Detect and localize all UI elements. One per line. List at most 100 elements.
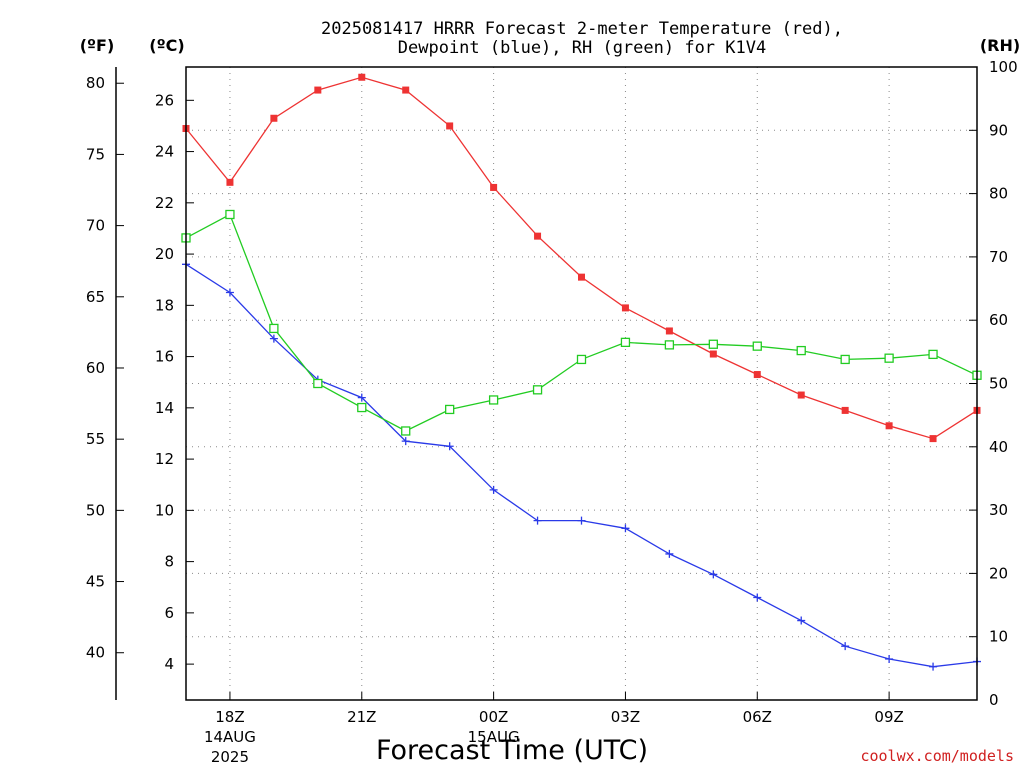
time-tick-label: 06Z [743, 708, 772, 726]
temperature-point [226, 178, 234, 186]
rh-point [225, 209, 235, 220]
dewpoint-point [621, 524, 630, 533]
dewpoint-line [185, 263, 978, 668]
time-tick-label: 03Z [611, 708, 640, 726]
rh-tick-label: 90 [989, 121, 1008, 139]
fahrenheit-tick-label: 60 [86, 359, 105, 377]
chart-title: 2025081417 HRRR Forecast 2-meter Tempera… [321, 19, 843, 58]
dewpoint-point [929, 662, 938, 671]
celsius-tick-label: 16 [155, 348, 174, 366]
rh-point [884, 353, 894, 363]
rh-point [796, 345, 806, 356]
dewpoint-point [709, 570, 718, 579]
fahrenheit-tick-label: 50 [86, 501, 105, 519]
rh-point [401, 426, 411, 436]
celsius-tick-label: 22 [155, 194, 174, 212]
temperature-point [797, 391, 805, 399]
rh-point [576, 354, 587, 365]
time-tick-label: 15AUG [468, 728, 520, 746]
dewpoint-point [357, 393, 366, 402]
temperature-point [929, 435, 937, 443]
title-line-1: 2025081417 HRRR Forecast 2-meter Tempera… [321, 19, 843, 39]
fahrenheit-unit-label: (ºF) [80, 36, 115, 55]
dewpoint-point [577, 516, 586, 525]
celsius-tick-label: 4 [164, 655, 174, 673]
temperature-point [402, 86, 410, 94]
rh-tick-label: 60 [989, 311, 1008, 329]
celsius-tick-label: 12 [155, 450, 174, 468]
rh-point [313, 378, 323, 389]
temperature-point [446, 122, 454, 130]
series-layer [181, 73, 982, 671]
rh-point [532, 385, 543, 395]
celsius-tick-label: 14 [155, 399, 174, 417]
dewpoint-point [753, 593, 762, 602]
rh-point [269, 323, 279, 334]
dewpoint-point [533, 516, 542, 525]
rh-tick-label: 30 [989, 501, 1008, 519]
celsius-tick-label: 24 [155, 143, 174, 161]
fahrenheit-tick-label: 55 [86, 430, 105, 448]
rh-tick-label: 40 [989, 438, 1008, 456]
rh-unit-label: (RH) [980, 36, 1020, 55]
celsius-tick-label: 10 [155, 501, 174, 519]
title-line-2: Dewpoint (blue), RH (green) for K1V4 [398, 38, 766, 58]
temperature-point [709, 350, 717, 358]
dewpoint-point [885, 654, 894, 663]
fahrenheit-tick-label: 45 [86, 573, 105, 591]
temperature-point [314, 86, 322, 94]
celsius-tick-label: 8 [164, 553, 174, 571]
fahrenheit-tick-label: 80 [86, 74, 105, 92]
rh-point [840, 354, 850, 365]
time-tick-label: 18Z [215, 708, 244, 726]
temperature-point [665, 327, 673, 335]
fahrenheit-tick-label: 70 [86, 217, 105, 235]
dewpoint-point [797, 616, 806, 625]
dewpoint-point [665, 549, 674, 558]
credit-text: coolwx.com/models [860, 747, 1014, 765]
rh-point [664, 340, 675, 350]
rh-point [620, 337, 631, 348]
temperature-point [885, 422, 893, 430]
dewpoint-point [841, 642, 850, 651]
time-axis: 18Z 14AUG 2025 21Z 00Z 15AUG 03Z 06Z 09Z [204, 692, 904, 766]
rh-tick-label: 0 [989, 691, 999, 709]
temperature-point [753, 371, 761, 379]
time-tick-label: 2025 [211, 748, 249, 766]
rh-tick-label: 20 [989, 564, 1008, 582]
temperature-point [578, 273, 585, 281]
temperature-point [490, 183, 498, 191]
rh-tick-label: 10 [989, 628, 1008, 646]
celsius-tick-label: 6 [164, 604, 174, 622]
rh-point [445, 404, 455, 415]
rh-point [752, 341, 762, 351]
celsius-unit-label: (ºC) [149, 36, 184, 55]
time-tick-label: 21Z [347, 708, 376, 726]
x-axis-label: Forecast Time (UTC) [376, 735, 648, 766]
plot-frame [185, 66, 978, 701]
rh-point [708, 339, 718, 349]
grid-lines [186, 67, 977, 700]
time-tick-label: 09Z [874, 708, 903, 726]
rh-tick-label: 50 [989, 375, 1008, 393]
rh-point [488, 395, 499, 405]
rh-tick-label: 70 [989, 248, 1008, 266]
fahrenheit-tick-label: 65 [86, 288, 105, 306]
celsius-tick-label: 20 [155, 245, 174, 263]
rh-tick-label: 100 [989, 58, 1018, 76]
dewpoint-point [489, 485, 498, 494]
temperature-point [270, 114, 278, 122]
temperature-point [841, 406, 849, 414]
rh-line [185, 213, 978, 432]
fahrenheit-tick-label: 75 [86, 145, 105, 163]
rh-tick-label: 80 [989, 185, 1008, 203]
temperature-point [358, 73, 366, 81]
time-tick-label: 14AUG [204, 728, 256, 746]
rh-point [357, 402, 367, 413]
celsius-tick-label: 26 [155, 91, 174, 109]
rh-point [928, 349, 938, 360]
dewpoint-point [225, 288, 234, 297]
fahrenheit-axis: 40 45 50 55 60 65 70 75 80 [86, 74, 124, 662]
celsius-tick-label: 18 [155, 296, 174, 314]
